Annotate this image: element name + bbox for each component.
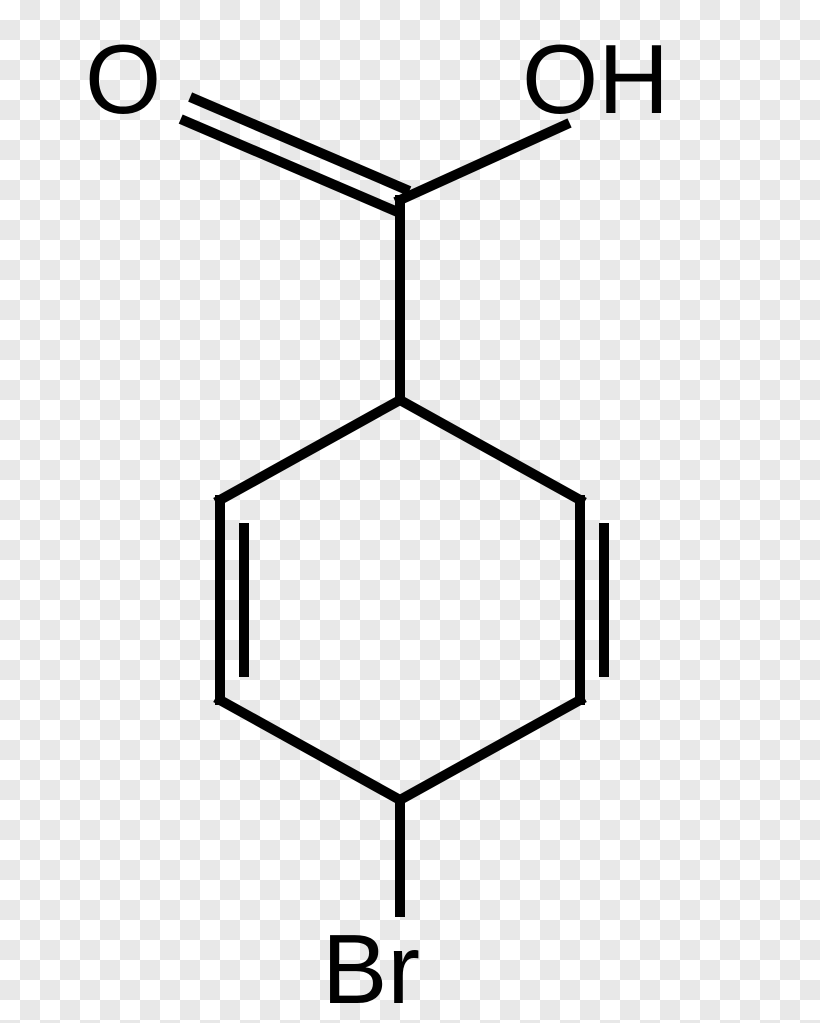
molecule-diagram [0, 0, 820, 1023]
hydroxyl-label: OH [522, 30, 669, 128]
bond-layer [185, 99, 604, 912]
oxygen-double-label: O [85, 30, 161, 128]
bromine-label: Br [322, 920, 420, 1018]
